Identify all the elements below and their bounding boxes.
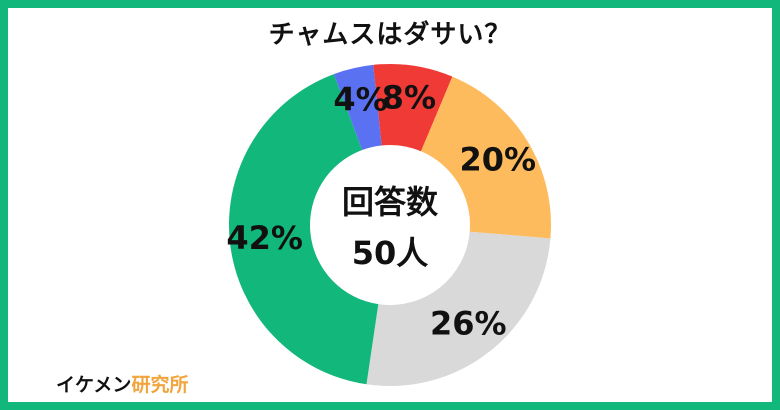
donut-slice-1 [373,64,453,152]
center-label-responses: 回答数 [342,183,439,221]
donut-slice-4 [229,74,379,385]
slice-label-5: 4% [333,80,387,118]
center-label-count: 50人 [352,234,429,272]
brand-main-text: イケメン [56,374,132,396]
brand-accent-text: 研究所 [131,374,189,396]
donut-slice-3 [366,231,551,386]
slice-label-4: 42% [226,219,303,257]
chart-title: チャムスはダサい？ [268,20,512,50]
slice-label-2: 20% [459,141,536,179]
slice-label-3: 26% [430,305,507,343]
donut-slice-5 [333,64,382,151]
brand-logo: イケメン研究所 [56,370,188,397]
slice-label-1: 8% [382,78,436,116]
donut-slice-2 [421,76,552,239]
